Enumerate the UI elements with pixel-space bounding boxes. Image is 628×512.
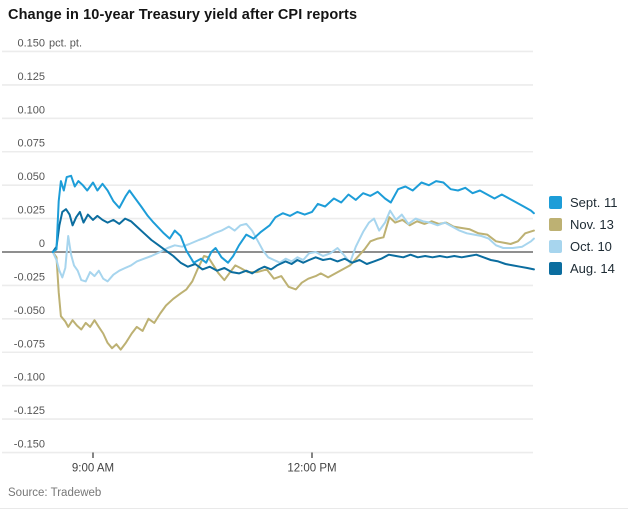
y-axis-tick-label: -0.050 [14,305,45,317]
x-axis-tick-label: 12:00 PM [287,463,336,475]
y-axis-tick-label: -0.150 [14,439,45,451]
y-axis-tick-label: -0.075 [14,338,45,350]
y-axis-tick-label: 0.075 [17,138,45,150]
legend-swatch-oct-10 [549,240,562,253]
legend-item-sept-11: Sept. 11 [549,196,617,209]
legend-item-oct-10: Oct. 10 [549,240,617,253]
y-axis-tick-label: 0.150 [17,37,45,49]
x-axis-tick-label: 9:00 AM [72,463,114,475]
y-axis-tick-label: 0 [39,238,45,250]
y-axis-tick-label: -0.025 [14,271,45,283]
y-axis-tick-label: 0.100 [17,104,45,116]
legend-swatch-sept-11 [549,196,562,209]
y-axis-tick-label: 0.025 [17,205,45,217]
legend-label-oct-10: Oct. 10 [570,239,612,254]
legend-label-sept-11: Sept. 11 [570,195,618,210]
legend-item-aug-14: Aug. 14 [549,262,617,275]
chart-title: Change in 10-year Treasury yield after C… [8,7,358,23]
legend-swatch-nov-13 [549,218,562,231]
source-attribution: Source: Tradeweb [8,487,102,499]
legend-label-nov-13: Nov. 13 [570,217,614,232]
y-axis-tick-label: 0.050 [17,171,45,183]
y-axis-tick-label: -0.100 [14,372,45,384]
chart-legend: Sept. 11 Nov. 13 Oct. 10 Aug. 14 [549,196,617,275]
series-line-nov-13 [51,216,535,351]
legend-label-aug-14: Aug. 14 [570,261,615,276]
legend-swatch-aug-14 [549,262,562,275]
series-line-aug-14 [51,208,535,275]
bottom-divider [0,508,628,509]
series-line-sept-11 [51,174,535,264]
y-axis-tick-label: 0.125 [17,71,45,83]
y-axis-unit-label: pct. pt. [49,37,82,49]
legend-item-nov-13: Nov. 13 [549,218,617,231]
series-line-oct-10 [51,209,535,283]
y-axis-tick-label: -0.125 [14,405,45,417]
